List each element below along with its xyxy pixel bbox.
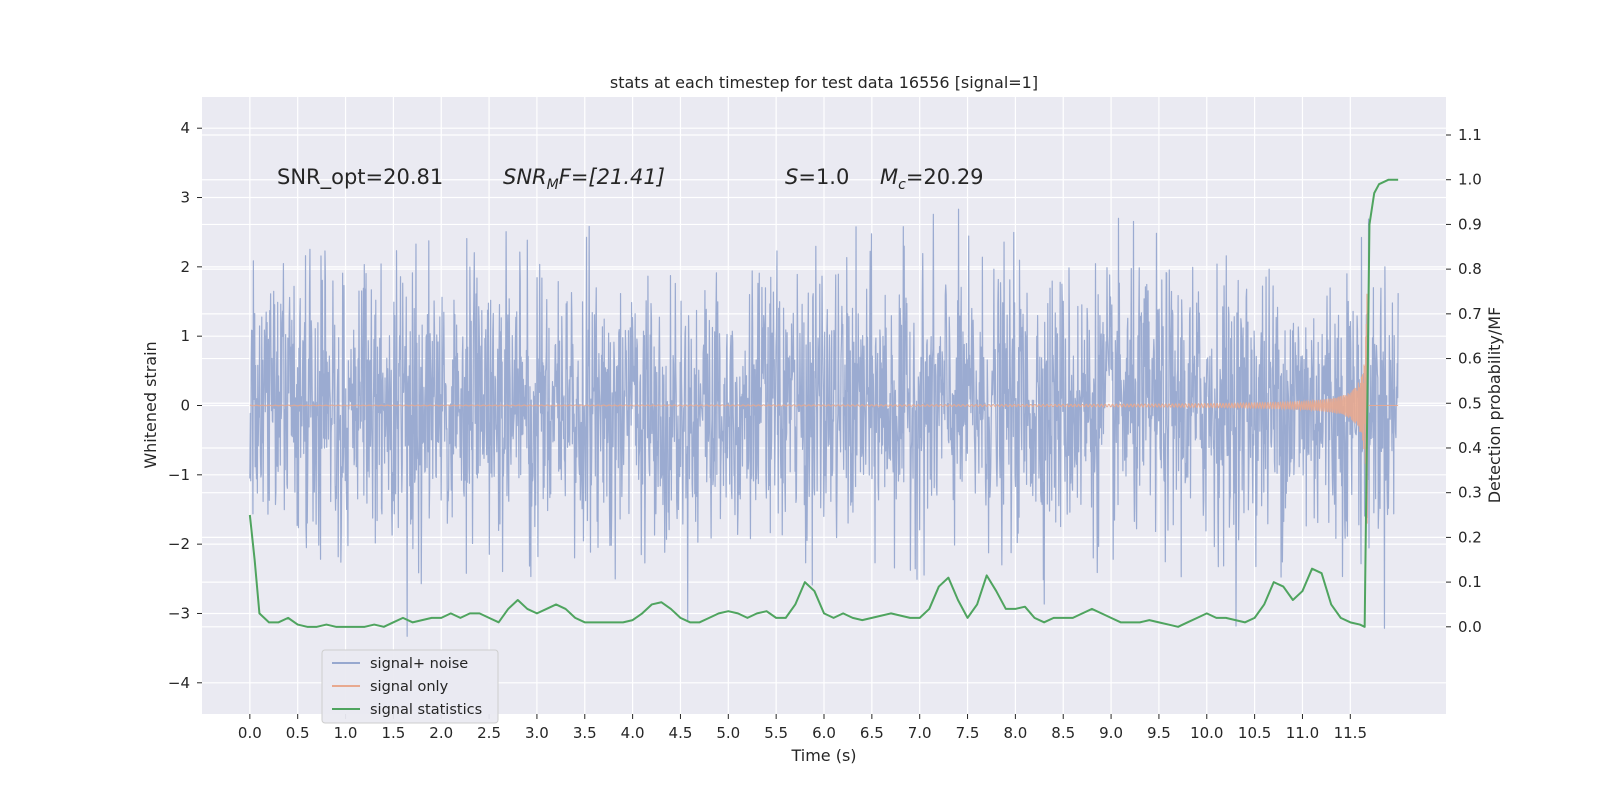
annotation-mc-sub: c	[898, 177, 906, 193]
x-tick-label: 5.0	[716, 724, 740, 742]
x-tick-label: 1.5	[381, 724, 405, 742]
series-signal-only-line	[249, 293, 1399, 524]
annotation-snr-mf-sub: M	[547, 177, 559, 193]
x-tick-label: 6.5	[860, 724, 884, 742]
y2-axis-label: Detection probability/MF	[1485, 307, 1504, 504]
x-tick-label: 3.5	[573, 724, 597, 742]
x-tick-label: 10.0	[1190, 724, 1223, 742]
y2-tick-label: 0.6	[1458, 350, 1482, 368]
series-signal-noise-line	[249, 208, 1399, 637]
annotation-snr-mf: SNRMF=[21.41]	[503, 165, 665, 193]
x-tick-label: 8.0	[1003, 724, 1027, 742]
annotation-snr-mf-rest: F=[21.41]	[559, 165, 665, 189]
y2-tick-label: 0.3	[1458, 484, 1482, 502]
x-tick-label: 7.5	[956, 724, 980, 742]
y2-tick-label: 0.7	[1458, 305, 1482, 323]
annotation-snr-mf-base: SNR	[503, 165, 547, 189]
x-tick-label: 0.0	[238, 724, 262, 742]
y-tick-label: 2	[180, 258, 190, 276]
y-tick-labels: 4 3 2 1 0 −1 −2 −3 −4	[168, 119, 202, 692]
x-tick-label: 4.5	[669, 724, 693, 742]
x-tick-label: 9.5	[1147, 724, 1171, 742]
x-tick-label: 6.0	[812, 724, 836, 742]
y-tick-label: −1	[168, 466, 190, 484]
x-tick-label: 4.0	[621, 724, 645, 742]
legend-label-signal-only: signal only	[370, 679, 449, 695]
y2-tick-label: 0.9	[1458, 215, 1482, 233]
series-signal-statistics-line	[248, 178, 1399, 628]
legend-label-signal-noise: signal+ noise	[370, 656, 468, 672]
legend: signal+ noise signal only signal statist…	[321, 649, 499, 724]
annotation-snr-opt: SNR_opt=20.81	[277, 165, 443, 190]
legend-label-signal-statistics: signal statistics	[370, 702, 482, 718]
y2-tick-label: 1.1	[1458, 126, 1482, 144]
y-tick-label: −3	[168, 604, 190, 622]
y-tick-label: 1	[180, 327, 190, 345]
x-tick-labels: 0.0 0.5 1.0 1.5 2.0 2.5 3.0 3.5 4.0 4.5 5.0 5.5 6.0 6…	[238, 714, 1367, 742]
y-axis-label: Whitened strain	[141, 341, 160, 468]
x-tick-label: 7.0	[908, 724, 932, 742]
y2-tick-label: 0.2	[1458, 528, 1482, 546]
annotation-s: S=1.0	[785, 165, 849, 189]
y2-tick-label: 0.4	[1458, 439, 1482, 457]
x-tick-label: 11.5	[1334, 724, 1367, 742]
y2-tick-label: 0.5	[1458, 394, 1482, 412]
x-tick-label: 2.5	[477, 724, 501, 742]
y2-tick-label: 1.0	[1458, 171, 1482, 189]
annotation-mc-var: M	[880, 165, 898, 189]
x-axis-label: Time (s)	[790, 746, 856, 765]
x-tick-label: 0.5	[286, 724, 310, 742]
x-tick-label: 2.0	[429, 724, 453, 742]
y2-tick-label: 0.8	[1458, 260, 1482, 278]
y2-tick-label: 0.1	[1458, 573, 1482, 591]
x-tick-label: 10.5	[1238, 724, 1271, 742]
y-tick-label: 4	[180, 119, 190, 137]
x-tick-label: 1.0	[334, 724, 358, 742]
x-tick-label: 5.5	[764, 724, 788, 742]
x-tick-label: 11.0	[1286, 724, 1319, 742]
y2-tick-label: 0.0	[1458, 618, 1482, 636]
y-tick-label: −2	[168, 535, 190, 553]
y-tick-label: −4	[168, 674, 190, 692]
series-layer	[248, 178, 1399, 637]
y2-tick-labels: 1.1 1.0 0.9 0.8 0.7 0.6 0.5 0.4 0.3 0.2 0.1 0.0	[1446, 126, 1482, 636]
annotation-s-rest: =1.0	[798, 165, 849, 189]
x-tick-label: 9.0	[1099, 724, 1123, 742]
x-tick-label: 8.5	[1051, 724, 1075, 742]
annotation-mc: Mc=20.29	[880, 165, 984, 193]
y-tick-label: 3	[180, 189, 190, 207]
annotation-s-var: S	[785, 165, 798, 189]
annotation-mc-rest: =20.29	[906, 165, 984, 189]
x-tick-label: 3.0	[525, 724, 549, 742]
legend-box	[321, 649, 499, 724]
y-tick-label: 0	[180, 397, 190, 415]
chart-title: stats at each timestep for test data 165…	[610, 73, 1038, 92]
